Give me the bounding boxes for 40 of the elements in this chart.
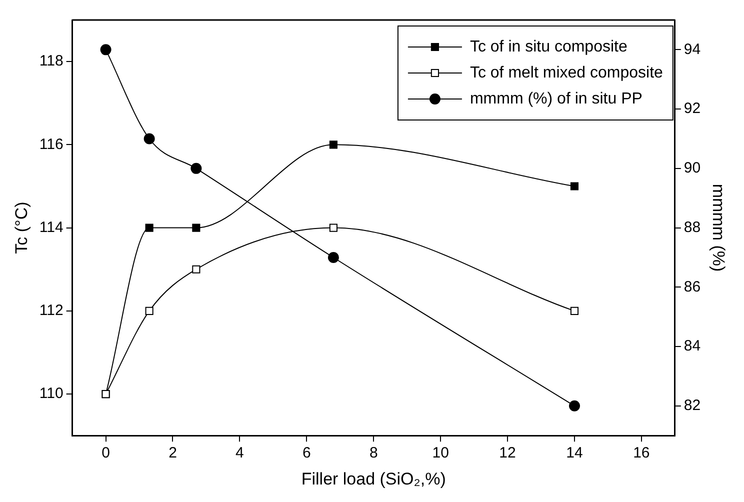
x-tick-label: 0 xyxy=(102,444,110,462)
y-tick-label: 118 xyxy=(39,52,64,70)
point xyxy=(570,306,579,315)
y-tick-label: 116 xyxy=(39,136,64,153)
legend-label: Tc of in situ composite xyxy=(470,38,628,56)
y2-tick-label: 90 xyxy=(684,160,701,177)
x-tick-label: 16 xyxy=(633,444,650,462)
y2-tick-label: 82 xyxy=(684,397,701,414)
point xyxy=(190,162,202,174)
y2-tick-label: 86 xyxy=(684,278,701,296)
point xyxy=(568,400,580,412)
y2-tick-label: 94 xyxy=(684,40,701,58)
x-tick-label: 4 xyxy=(236,444,244,462)
point xyxy=(144,133,155,144)
point xyxy=(145,306,154,315)
point xyxy=(328,252,339,263)
y2-axis-title: mmmm (%) xyxy=(709,184,728,272)
y-axis-title: Tc (°C) xyxy=(12,202,31,254)
x-tick-label: 8 xyxy=(369,444,378,462)
point xyxy=(145,224,154,232)
x-axis-title: Filler load (SiO₂,%) xyxy=(301,469,446,488)
x-tick-label: 14 xyxy=(566,444,583,462)
legend-label: mmmm (%) of in situ PP xyxy=(470,90,642,108)
point xyxy=(570,182,579,190)
y-tick-label: 114 xyxy=(39,218,64,236)
point xyxy=(100,44,112,56)
y-tick-label: 112 xyxy=(39,302,64,320)
x-tick-label: 6 xyxy=(302,444,311,462)
legend-label: Tc of melt mixed composite xyxy=(470,64,664,82)
x-tick-label: 12 xyxy=(499,444,516,462)
y-tick-label: 110 xyxy=(39,385,64,402)
point xyxy=(192,224,200,232)
x-tick-label: 10 xyxy=(432,444,449,462)
point xyxy=(329,140,338,149)
y2-tick-label: 92 xyxy=(684,100,701,118)
x-tick-label: 2 xyxy=(168,444,177,462)
y2-tick-label: 84 xyxy=(684,338,701,355)
y2-tick-label: 88 xyxy=(684,218,701,236)
point xyxy=(329,224,338,232)
point xyxy=(192,265,200,274)
